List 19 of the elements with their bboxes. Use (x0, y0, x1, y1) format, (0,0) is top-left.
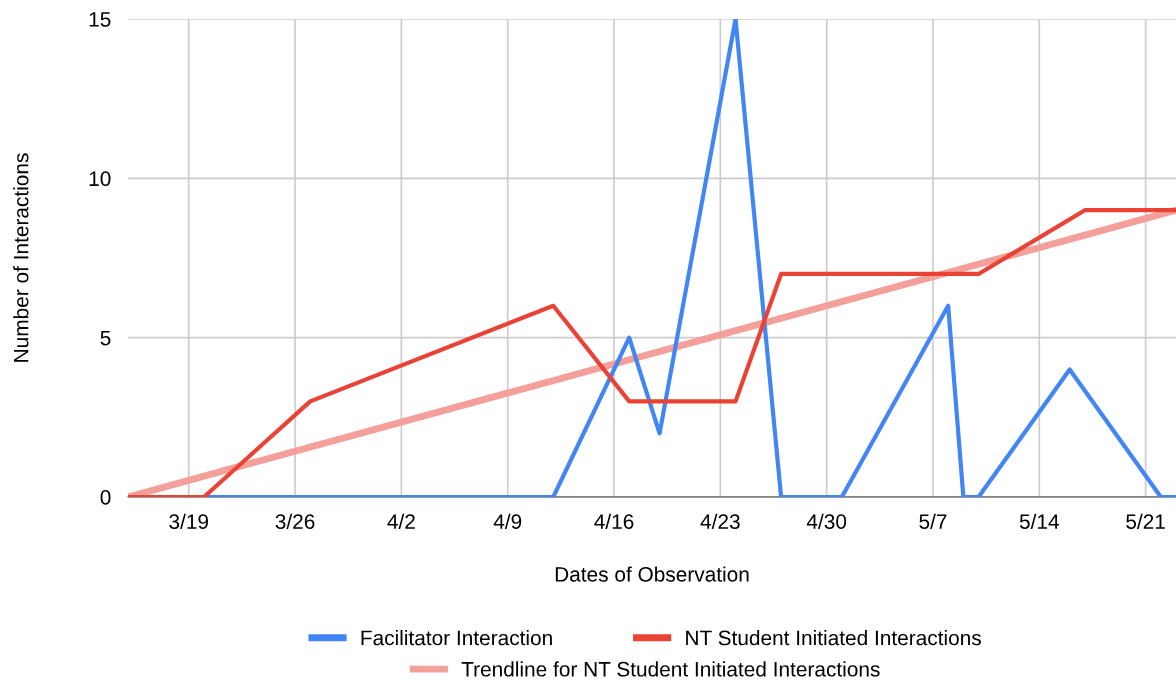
x-tick-label: 5/14 (1019, 513, 1059, 529)
y-tick-label: 15 (89, 12, 111, 27)
x-tick-label: 5/7 (919, 513, 947, 529)
y-tick-label: 0 (100, 490, 111, 505)
legend-label: Facilitator Interaction (361, 629, 552, 646)
x-tick-label: 4/30 (806, 513, 847, 529)
y-tick-label: 10 (89, 171, 111, 187)
y-axis-title: Number of Interactions (13, 153, 29, 362)
x-tick-label: 3/26 (275, 513, 315, 529)
x-tick-label: 4/23 (700, 513, 740, 529)
x-tick-label: 5/21 (1126, 513, 1165, 529)
x-axis-title: Dates of Observation (555, 566, 749, 582)
x-tick-label: 4/16 (594, 513, 634, 529)
legend-label: Trendline for NT Student Initiated Interactions (461, 661, 880, 677)
x-tick-label: 4/9 (493, 513, 522, 529)
y-tick-label: 5 (100, 330, 111, 346)
x-tick-label: 4/2 (387, 513, 415, 529)
x-tick-label: 3/19 (169, 513, 209, 529)
legend-label: NT Student Initiated Interactions (686, 629, 981, 646)
